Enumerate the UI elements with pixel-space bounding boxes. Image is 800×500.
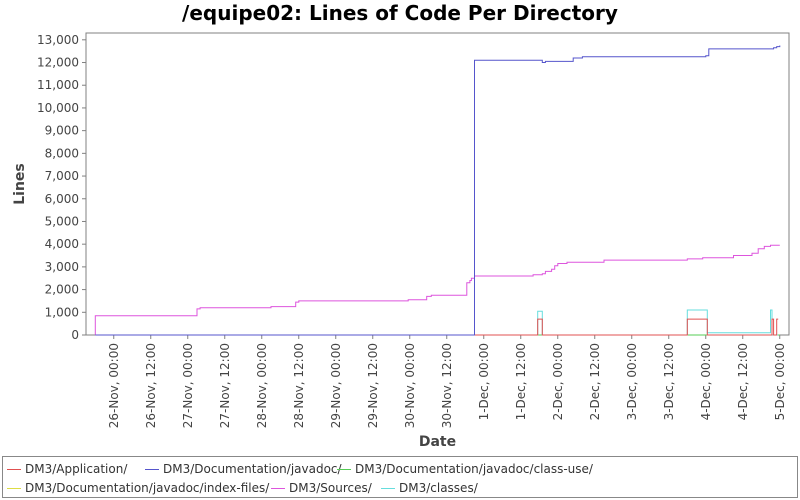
- x-tick-label: 1-Dec, 00:00: [477, 343, 491, 420]
- y-tick-label: 9,000: [45, 124, 79, 138]
- legend-row: DM3/Application/DM3/Documentation/javado…: [3, 459, 797, 479]
- legend-swatch: [337, 468, 351, 470]
- chart-title: /equipe02: Lines of Code Per Directory: [182, 1, 618, 25]
- y-tick-label: 2,000: [45, 283, 79, 297]
- legend-label: DM3/Sources/: [289, 481, 372, 495]
- legend-item: DM3/Documentation/javadoc/index-files/: [7, 478, 269, 498]
- y-tick-label: 0: [71, 328, 79, 342]
- y-tick-label: 13,000: [37, 33, 79, 47]
- x-tick-label: 30-Nov, 12:00: [440, 343, 454, 428]
- plot-area: [85, 32, 790, 336]
- legend-item: DM3/Documentation/javadoc/: [145, 459, 342, 479]
- x-tick-label: 2-Dec, 00:00: [551, 343, 565, 420]
- legend-swatch: [7, 487, 21, 489]
- x-tick-label: 29-Nov, 12:00: [366, 343, 380, 428]
- x-tick-label: 28-Nov, 12:00: [292, 343, 306, 428]
- legend-swatch: [7, 468, 21, 470]
- x-axis-label: Date: [419, 434, 456, 450]
- x-tick-label: 26-Nov, 00:00: [107, 343, 121, 428]
- y-tick-label: 10,000: [37, 101, 79, 115]
- x-axis: 26-Nov, 00:00 26-Nov, 12:00 27-Nov, 00:00 2…: [107, 335, 787, 428]
- legend-item: DM3/Sources/: [271, 478, 372, 498]
- series-line-5: [95, 309, 779, 336]
- x-tick-label: 5-Dec, 00:00: [773, 343, 787, 420]
- y-axis: 0 1,000 2,000 3,000 4,000 5,000 6,000 7,000 8,00…: [37, 33, 86, 342]
- legend-label: DM3/Documentation/javadoc/class-use/: [355, 462, 593, 476]
- y-tick-label: 6,000: [45, 192, 79, 206]
- x-tick-label: 4-Dec, 00:00: [699, 343, 713, 420]
- legend: DM3/Application/DM3/Documentation/javado…: [2, 456, 798, 498]
- x-tick-label: 30-Nov, 00:00: [403, 343, 417, 428]
- series-line-1: [95, 45, 781, 336]
- series-line-0: [95, 318, 779, 336]
- legend-label: DM3/Documentation/javadoc/index-files/: [25, 481, 270, 495]
- y-tick-label: 7,000: [45, 169, 79, 183]
- legend-label: DM3/Documentation/javadoc/: [163, 462, 342, 476]
- legend-row: DM3/Documentation/javadoc/index-files/DM…: [3, 478, 797, 498]
- y-tick-label: 12,000: [37, 56, 79, 70]
- series-layer: [94, 45, 781, 336]
- y-axis-label: Lines: [12, 163, 28, 205]
- legend-swatch: [145, 468, 159, 470]
- y-tick-label: 3,000: [45, 260, 79, 274]
- legend-label: DM3/classes/: [399, 481, 478, 495]
- x-tick-label: 27-Nov, 12:00: [218, 343, 232, 428]
- series-line-4: [94, 244, 780, 335]
- legend-item: DM3/Documentation/javadoc/class-use/: [337, 459, 593, 479]
- legend-swatch: [271, 487, 285, 489]
- x-tick-label: 3-Dec, 00:00: [625, 343, 639, 420]
- x-tick-label: 29-Nov, 00:00: [329, 343, 343, 428]
- y-tick-label: 11,000: [37, 78, 79, 92]
- x-tick-label: 4-Dec, 12:00: [736, 343, 750, 420]
- legend-item: DM3/classes/: [381, 478, 478, 498]
- x-tick-label: 26-Nov, 12:00: [144, 343, 158, 428]
- legend-label: DM3/Application/: [25, 462, 128, 476]
- legend-item: DM3/Application/: [7, 459, 127, 479]
- y-tick-label: 5,000: [45, 214, 79, 228]
- x-tick-label: 1-Dec, 12:00: [514, 343, 528, 420]
- x-tick-label: 27-Nov, 00:00: [181, 343, 195, 428]
- x-tick-label: 3-Dec, 12:00: [662, 343, 676, 420]
- line-chart: /equipe02: Lines of Code Per Directory 0…: [12, 1, 790, 450]
- x-tick-label: 2-Dec, 12:00: [588, 343, 602, 420]
- y-tick-label: 1,000: [45, 305, 79, 319]
- y-tick-label: 8,000: [45, 146, 79, 160]
- x-tick-label: 28-Nov, 00:00: [255, 343, 269, 428]
- y-tick-label: 4,000: [45, 237, 79, 251]
- legend-swatch: [381, 487, 395, 489]
